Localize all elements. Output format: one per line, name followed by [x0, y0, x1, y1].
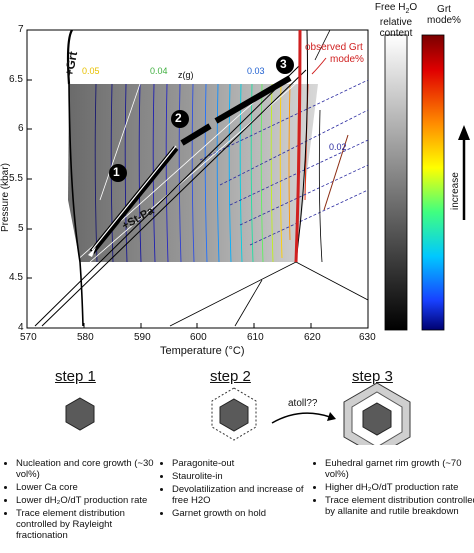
reaction-lines [34, 30, 368, 327]
y-tick: 6 [18, 123, 24, 134]
pt-start-arrow [88, 247, 96, 257]
observed-grt-label: observed Grt [305, 42, 363, 53]
pt-path-highlight [91, 145, 177, 251]
observed-grt-band [294, 30, 302, 263]
axis-ticks [26, 29, 369, 329]
marker-3 [276, 56, 294, 74]
list-item: Trace element distribution controlled by… [16, 508, 166, 541]
marker-1 [109, 164, 127, 182]
list-item: Lower dH₂O/dT production rate [16, 495, 166, 506]
garnet-step-3 [343, 382, 411, 445]
step-1-title: step 1 [55, 368, 96, 385]
marker-3-label: 3 [280, 57, 287, 71]
grt-colorbar-title: Grt mode% [427, 4, 461, 26]
y-tick: 7 [18, 24, 24, 35]
list-item: Euhedral garnet rim growth (~70 vol%) [325, 458, 474, 480]
list-item: Lower Ca core [16, 482, 166, 493]
y-tick: 4.5 [9, 272, 23, 283]
x-tick: 570 [20, 332, 37, 343]
y-tick: 4 [18, 322, 24, 333]
x-tick: 620 [304, 332, 321, 343]
grt-mode-colorbar [421, 34, 445, 331]
atoll-arrow [271, 412, 331, 424]
list-item: Devolatilization and increase of free H2… [172, 484, 317, 506]
isoline-label-003: 0.03 [247, 66, 265, 76]
y-tick: 5 [18, 223, 24, 234]
garnet-illustrations [65, 382, 411, 445]
list-item: Paragonite-out [172, 458, 317, 469]
observed-mode-label: mode% [330, 54, 364, 65]
atoll-label: atoll?? [288, 398, 318, 409]
water-colorbar [384, 34, 408, 331]
list-item: Trace element distribution controlled by… [325, 495, 474, 517]
x-tick: 580 [77, 332, 94, 343]
step-1-bullets: Nucleation and core growth (~30 vol%) Lo… [6, 458, 166, 543]
garnet-step-2 [211, 387, 257, 441]
list-item: Higher dH₂O/dT production rate [325, 482, 474, 493]
list-item: Garnet growth on hold [172, 508, 317, 519]
marker-2 [171, 110, 189, 128]
x-tick: 610 [247, 332, 264, 343]
phase-diagram [26, 29, 470, 331]
x-axis-label: Temperature (°C) [160, 345, 245, 357]
isoline-label-002: 0.02 [329, 142, 347, 152]
list-item: Nucleation and core growth (~30 vol%) [16, 458, 166, 480]
zg-label: z(g) [178, 70, 194, 80]
list-item: Staurolite-in [172, 471, 317, 482]
pt-path [89, 75, 292, 254]
step-3-title: step 3 [352, 368, 393, 385]
step-3-bullets: Euhedral garnet rim growth (~70 vol%) Hi… [315, 458, 474, 519]
x-tick: 590 [134, 332, 151, 343]
y-axis-label: Pressure (kbar) [0, 163, 11, 232]
marker-1-label: 1 [113, 165, 120, 179]
observed-arrow [311, 57, 327, 75]
atoll-arrow-head [327, 412, 336, 421]
increase-label: increase [450, 172, 461, 210]
x-tick: 630 [359, 332, 376, 343]
isoline-label-005: 0.05 [82, 66, 100, 76]
water-colorbar-title: Free H2O relative content [374, 2, 418, 39]
isoline-label-004: 0.04 [150, 66, 168, 76]
step-2-title: step 2 [210, 368, 251, 385]
x-tick: 600 [190, 332, 207, 343]
y-tick: 5.5 [9, 173, 23, 184]
increase-arrow-head [458, 125, 470, 140]
step-2-bullets: Paragonite-out Staurolite-in Devolatiliz… [162, 458, 317, 521]
y-tick: 6.5 [9, 74, 23, 85]
marker-2-label: 2 [175, 111, 182, 125]
garnet-step-1 [65, 397, 95, 431]
